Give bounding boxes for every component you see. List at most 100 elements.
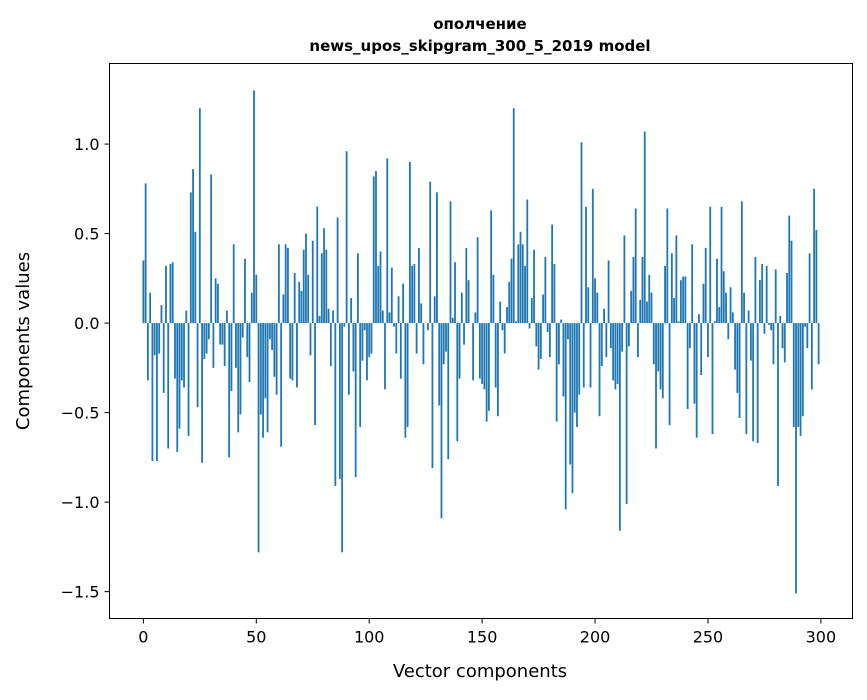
y-tick-label: 0.5: [74, 225, 99, 244]
bar: [777, 323, 779, 486]
bar: [716, 259, 718, 323]
bar: [228, 323, 230, 457]
y-axis-label: Components values: [13, 252, 34, 430]
bar: [246, 323, 248, 357]
bar: [624, 235, 626, 323]
chart-title: ополчение: [433, 15, 526, 33]
bar: [479, 323, 481, 379]
y-tick-label: −0.5: [61, 404, 100, 423]
bar: [684, 277, 686, 324]
chart-subtitle: news_upos_skipgram_300_5_2019 model: [309, 37, 650, 55]
bar: [222, 323, 224, 344]
bar: [696, 323, 698, 438]
bar: [251, 293, 253, 323]
bar: [255, 275, 257, 323]
bar: [797, 323, 799, 427]
bar: [253, 90, 255, 323]
bar: [438, 323, 440, 405]
bar: [305, 234, 307, 324]
bar: [389, 312, 391, 323]
bar: [217, 284, 219, 323]
bar: [558, 323, 560, 364]
bar: [768, 323, 770, 325]
bar: [420, 303, 422, 323]
bar: [540, 323, 542, 359]
x-tick-label: 0: [138, 628, 148, 647]
bar: [567, 323, 569, 339]
bar: [474, 312, 476, 323]
bar: [619, 323, 621, 531]
bar: [495, 323, 497, 387]
bar: [145, 183, 147, 323]
bar: [244, 259, 246, 323]
bar: [303, 250, 305, 323]
bar: [450, 201, 452, 323]
bar: [806, 323, 808, 348]
x-tick-label: 200: [580, 628, 611, 647]
bar: [285, 244, 287, 323]
bar: [675, 235, 677, 323]
bar: [596, 293, 598, 323]
bar: [179, 323, 181, 429]
bar: [289, 323, 291, 379]
bar: [493, 275, 495, 323]
bar: [601, 323, 603, 366]
bar: [782, 323, 784, 348]
bar: [436, 192, 438, 323]
bar: [212, 323, 214, 368]
bar: [142, 260, 144, 323]
bar: [745, 323, 747, 434]
bar: [384, 323, 386, 389]
y-tick-label: 0.0: [74, 314, 99, 333]
bar: [201, 323, 203, 463]
bar: [642, 257, 644, 323]
bar: [565, 323, 567, 509]
bar: [411, 266, 413, 323]
bar: [486, 323, 488, 421]
bar: [617, 323, 619, 384]
bar: [700, 323, 702, 375]
bar: [752, 323, 754, 441]
bar: [472, 323, 474, 380]
bar: [334, 323, 336, 486]
bar: [199, 108, 201, 323]
bar: [513, 108, 515, 323]
bar: [147, 323, 149, 380]
bar: [511, 259, 513, 323]
bar: [310, 323, 312, 355]
bar: [653, 323, 655, 364]
bar: [364, 323, 366, 330]
bar: [743, 293, 745, 323]
bar: [314, 323, 316, 425]
bar: [377, 266, 379, 323]
bar: [398, 296, 400, 323]
bar: [192, 169, 194, 323]
bar: [633, 257, 635, 323]
bar: [278, 244, 280, 323]
bar: [669, 323, 671, 425]
bar: [723, 271, 725, 323]
bar: [583, 323, 585, 387]
bar: [282, 294, 284, 323]
bar: [795, 323, 797, 593]
bar: [734, 323, 736, 370]
bar: [563, 323, 565, 396]
bar: [362, 323, 364, 361]
bar: [732, 312, 734, 323]
bar: [348, 323, 350, 395]
bar: [163, 323, 165, 393]
bar: [630, 291, 632, 323]
bar: [560, 320, 562, 324]
bar: [614, 323, 616, 389]
bar: [445, 323, 447, 352]
bar: [809, 253, 811, 323]
bar: [502, 323, 504, 330]
bar: [249, 323, 251, 382]
bar: [775, 269, 777, 323]
y-tick-label: 1.0: [74, 135, 99, 154]
bar: [368, 323, 370, 357]
bar: [535, 323, 537, 346]
bar: [497, 323, 499, 416]
bar: [520, 232, 522, 323]
bar: [646, 302, 648, 323]
